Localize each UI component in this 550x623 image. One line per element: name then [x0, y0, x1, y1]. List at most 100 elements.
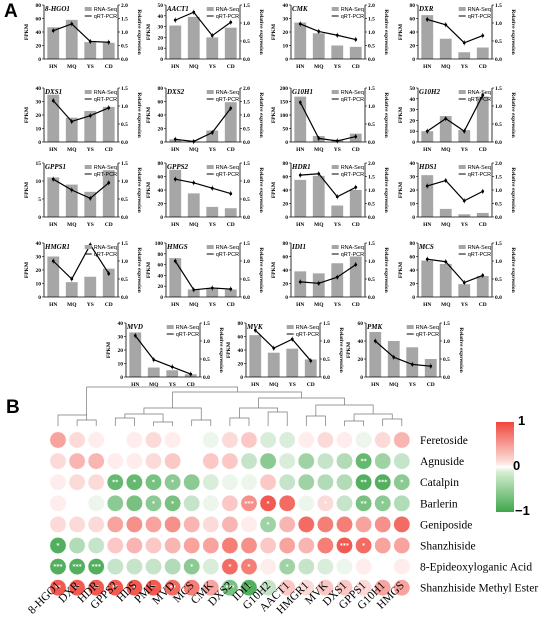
- qrt-pcr-point: [317, 281, 321, 285]
- qrt-pcr-point: [444, 117, 448, 120]
- dendrogram-branch: [267, 411, 288, 426]
- x-tick-label: HN: [171, 222, 179, 228]
- significance-mark: **: [150, 585, 157, 592]
- y2-tick-label: 0.0: [323, 375, 330, 381]
- heatmap-cell: [297, 558, 315, 576]
- significance-mark: **: [360, 479, 367, 486]
- qrt-pcr-line: [175, 11, 232, 37]
- y-tick-label: 0: [285, 215, 288, 221]
- y2-tick-label: 0.5: [121, 44, 128, 50]
- x-tick-label: HN: [423, 302, 431, 308]
- significance-mark: *: [56, 543, 60, 550]
- heatmap-cell: [68, 452, 86, 470]
- heatmap-cell: [374, 515, 392, 533]
- y-tick-label: 20: [158, 284, 164, 290]
- qrt-pcr-point: [51, 29, 55, 33]
- rna-seq-bar: [166, 370, 179, 377]
- x-tick-label: HN: [423, 222, 431, 228]
- y2-tick-label: 1.0: [243, 21, 250, 27]
- x-tick-label: HN: [49, 302, 57, 308]
- x-tick-label: CD: [479, 302, 487, 308]
- heatmap-cell: [240, 452, 258, 470]
- y-tick-label: 30: [410, 108, 416, 114]
- rna-seq-bar: [206, 206, 219, 217]
- y2-axis-title: Relative expression: [510, 167, 516, 212]
- x-tick-label: MQ: [67, 64, 77, 70]
- y2-tick-label: 0.0: [243, 215, 250, 221]
- y2-tick-label: 1.0: [368, 30, 375, 36]
- rna-seq-bar: [224, 208, 237, 217]
- y-axis-title: FPKM: [24, 106, 30, 123]
- legend-bar-label: RNA-Seq: [216, 165, 239, 171]
- x-tick-label: CD: [227, 302, 235, 308]
- rna-seq-bar: [47, 256, 60, 297]
- gene-chart-mvd: 0 10 20 30 40 0.0 0.5 1.0 1.5 HN MQ YS CD FPKM Relativ…: [106, 321, 224, 388]
- heatmap-cell: [297, 452, 315, 470]
- legend-bar-label: RNA-Seq: [341, 7, 364, 13]
- legend-line-label: qRT-PCR: [341, 14, 364, 20]
- heatmap-cell: [145, 515, 162, 533]
- significance-mark: ***: [244, 500, 254, 507]
- heatmap-cell: [202, 579, 220, 597]
- significance-mark: *: [324, 500, 328, 507]
- y-tick-label: 20: [283, 202, 289, 208]
- legend-bar-swatch: [166, 325, 174, 329]
- rna-seq-bar: [294, 179, 307, 217]
- y-tick-label: 50: [158, 3, 164, 9]
- x-tick-label: CD: [105, 147, 113, 153]
- x-tick-label: MQ: [389, 382, 399, 388]
- heatmap-cell: [259, 537, 277, 554]
- heatmap-cell: [106, 473, 124, 491]
- heatmap-cell: [278, 558, 296, 576]
- x-tick-label: CD: [105, 302, 113, 308]
- x-tick-label: YS: [334, 147, 341, 153]
- heatmap-cell: [106, 431, 124, 449]
- rna-seq-bar: [421, 131, 434, 142]
- y2-tick-label: 0.5: [495, 277, 502, 283]
- rna-seq-bar: [349, 190, 362, 217]
- heatmap-cell: [68, 579, 86, 597]
- heatmap-cell: [240, 431, 258, 449]
- y2-tick-label: 1.0: [368, 259, 375, 265]
- heatmap-cell: [49, 431, 67, 449]
- y2-tick-label: 0.0: [443, 375, 450, 381]
- rna-seq-bar: [102, 268, 115, 297]
- y2-tick-label: 0.5: [243, 39, 250, 45]
- dendrogram-branch: [258, 397, 345, 408]
- x-tick-label: CD: [227, 147, 235, 153]
- qrt-pcr-line: [299, 102, 356, 142]
- legend-bar-swatch: [84, 165, 92, 169]
- rna-seq-bar: [476, 96, 489, 142]
- gene-title: MVD: [126, 323, 143, 331]
- y-tick-label: 0: [160, 295, 163, 301]
- y-axis-title: FPKM: [398, 261, 404, 278]
- legend-bar-label: RNA-Seq: [468, 7, 491, 13]
- y2-tick-label: 0.0: [243, 140, 250, 146]
- y2-axis-title: Relative expression: [510, 247, 516, 292]
- x-tick-label: YS: [87, 302, 94, 308]
- heatmap-cell: [221, 515, 239, 533]
- legend-bar-label: RNA-Seq: [216, 245, 239, 251]
- qrt-pcr-point: [354, 135, 358, 139]
- heatmap-cell: [87, 558, 105, 576]
- x-tick-label: MQ: [441, 147, 451, 153]
- heatmap-cell: [145, 579, 162, 597]
- qrt-pcr-point: [107, 272, 111, 275]
- significance-mark: *: [228, 564, 232, 571]
- heatmap-cell: [49, 515, 67, 533]
- y2-tick-label: 0.0: [495, 215, 502, 221]
- y2-tick-label: 1.5: [368, 241, 375, 247]
- qrt-pcr-point: [335, 195, 339, 199]
- y2-tick-label: 1.5: [121, 86, 128, 92]
- y2-tick-label: 1.5: [323, 321, 330, 327]
- heatmap-cell: [374, 452, 392, 470]
- qrt-pcr-point: [373, 339, 377, 343]
- legend-bar-swatch: [331, 165, 339, 169]
- y-tick-label: 60: [358, 321, 364, 327]
- qrt-pcr-line: [426, 94, 484, 133]
- y-tick-label: 20: [158, 35, 164, 41]
- heatmap-cell: [164, 579, 182, 597]
- y2-tick-label: 1.0: [495, 21, 502, 27]
- legend-bar-swatch: [458, 7, 466, 11]
- legend-bar-label: RNA-Seq: [468, 90, 491, 96]
